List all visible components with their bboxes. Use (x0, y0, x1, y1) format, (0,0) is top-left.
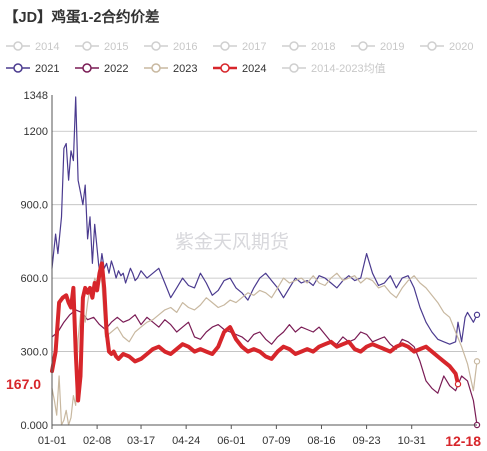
legend-item: 2016 (144, 41, 197, 53)
legend-item: 2023 (144, 63, 197, 75)
legend-marker (427, 41, 437, 51)
legend-marker (13, 63, 23, 73)
x-end-label: 12-18 (445, 433, 481, 449)
legend-label: 2023 (173, 63, 197, 75)
legend-label: 2024 (242, 63, 266, 75)
y-tick-label: 600.0 (20, 273, 48, 285)
series-end-marker (473, 358, 481, 365)
series-layer (50, 96, 481, 429)
series-end-marker (473, 311, 481, 319)
legend-marker (358, 41, 368, 51)
x-tick-label: 02-08 (83, 435, 111, 447)
legend-item: 2019 (351, 41, 404, 53)
legend-marker (151, 63, 161, 73)
legend-label: 2021 (35, 63, 59, 75)
x-tick-label: 09-23 (353, 435, 381, 447)
y-tick-label: 1348 (24, 90, 48, 102)
x-tick-label: 06-01 (217, 435, 245, 447)
y-tick-label: 1200 (24, 126, 48, 138)
legend-marker (289, 41, 299, 51)
legend-item: 2020 (420, 41, 473, 53)
x-tick-label: 08-16 (307, 435, 335, 447)
series-2024 (50, 261, 462, 403)
y-tick-label: 0.000 (20, 420, 48, 432)
chart-title: 【JD】鸡蛋1-2合约价差 (4, 8, 160, 26)
legend-label: 2022 (104, 63, 128, 75)
series-2021 (51, 96, 481, 345)
legend-marker (82, 63, 92, 73)
legend-label: 2014-2023均值 (311, 62, 386, 75)
legend: 2014 2015 2016 2017 2018 2019 2020 2021 2022 2023… (6, 41, 473, 75)
x-tick-label: 10-31 (398, 435, 426, 447)
series-end-marker (454, 380, 462, 388)
legend-marker (151, 41, 161, 51)
series-2023 (51, 265, 481, 426)
legend-marker (289, 63, 299, 73)
x-tick-label: 03-17 (127, 435, 155, 447)
y-tick-label: 300.0 (20, 347, 48, 359)
legend-item: 2014-2023均值 (282, 62, 386, 75)
x-tick-label: 04-24 (172, 435, 200, 447)
y-axis: 0.000 300.0 600.0 900.0 1200 1348 (20, 90, 477, 432)
legend-label: 2016 (173, 41, 197, 53)
legend-item: 2014 (6, 41, 59, 53)
watermark: 紫金天风期货 (175, 231, 289, 253)
legend-item: 2024 (213, 63, 266, 75)
legend-label: 2015 (104, 41, 128, 53)
legend-label: 2020 (449, 41, 473, 53)
legend-label: 2019 (380, 41, 404, 53)
series-line (50, 261, 460, 403)
legend-label: 2018 (311, 41, 335, 53)
legend-item: 2022 (75, 63, 128, 75)
series-line (51, 265, 478, 426)
legend-item: 2017 (213, 41, 266, 53)
legend-item: 2015 (75, 41, 128, 53)
y-tick-label: 900.0 (20, 200, 48, 212)
x-tick-label: 07-09 (262, 435, 290, 447)
legend-marker (220, 63, 230, 73)
legend-marker (82, 41, 92, 51)
legend-item: 2018 (282, 41, 335, 53)
series-line (51, 309, 478, 426)
last-value-text: 167.0 (6, 376, 41, 392)
series-line (51, 96, 478, 345)
grid (52, 130, 477, 426)
legend-label: 2014 (35, 41, 59, 53)
x-axis: 01-01 02-08 03-17 04-24 06-01 07-09 08-16 09-23… (38, 425, 481, 449)
legend-label: 2017 (242, 41, 266, 53)
legend-marker (220, 41, 230, 51)
legend-item: 2021 (6, 63, 59, 75)
legend-marker (13, 41, 23, 51)
last-value-label: 167.0 (2, 374, 50, 395)
x-tick-label: 01-01 (38, 435, 66, 447)
last-value-box (2, 374, 50, 395)
